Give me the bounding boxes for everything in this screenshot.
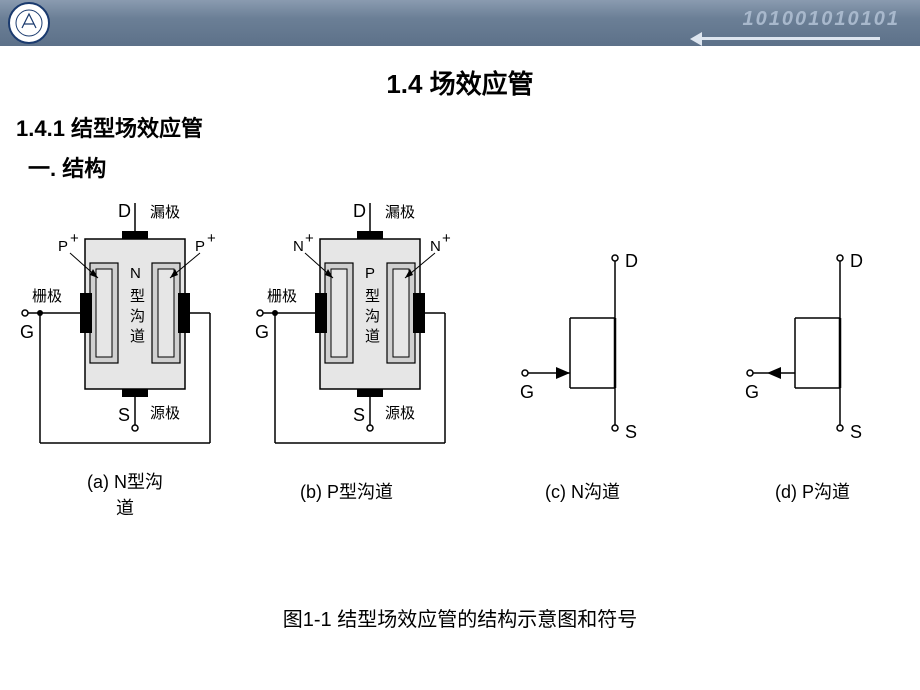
diagram-b: D 漏极 N + N + P 型 沟 道 栅极 G S 源极 [250, 193, 470, 453]
binary-pattern: 101001010101 [743, 8, 900, 31]
caption-d: (d) P沟道 [775, 478, 850, 504]
right-plus-a: + [207, 230, 216, 247]
caption-c: (c) N沟道 [545, 478, 620, 504]
svg-text:沟: 沟 [130, 308, 145, 325]
caption-b: (b) P型沟道 [300, 478, 393, 504]
main-title: 1.4 场效应管 [0, 64, 920, 101]
diagram-d: D G S [735, 243, 895, 443]
header-bar: 101001010101 [0, 0, 920, 46]
right-plus-b: + [442, 230, 451, 247]
left-region-a: P [58, 238, 68, 255]
svg-text:道: 道 [365, 328, 380, 345]
source-c: S [625, 422, 637, 442]
subsection-title: 1.4.1 结型场效应管 [16, 111, 920, 143]
gate-label-a: 栅极 [32, 288, 62, 305]
source-d: S [850, 422, 862, 442]
drain-label-b: 漏极 [385, 204, 415, 221]
drain-c: D [625, 251, 638, 271]
svg-text:沟: 沟 [365, 308, 380, 325]
drain-d: D [850, 251, 863, 271]
gate-letter-a: G [20, 322, 34, 342]
channel-p: P [365, 265, 375, 282]
svg-text:型: 型 [130, 288, 145, 305]
right-region-b: N [430, 238, 441, 255]
caption-a: (a) N型沟 道 [60, 468, 190, 520]
source-label-a: 源极 [150, 405, 180, 422]
diagram-area: D 漏极 P + P + N 型 沟 道 栅极 G [0, 193, 920, 553]
left-plus-a: + [70, 230, 79, 247]
drain-letter-b: D [353, 201, 366, 221]
logo-icon [8, 2, 50, 44]
diagram-a: D 漏极 P + P + N 型 沟 道 栅极 G [10, 193, 240, 473]
section-title: 一. 结构 [28, 151, 920, 183]
left-region-b: N [293, 238, 304, 255]
drain-letter-a: D [118, 201, 131, 221]
gate-label-b: 栅极 [267, 288, 297, 305]
gate-d: G [745, 382, 759, 402]
diagram-c: D G S [510, 243, 670, 443]
svg-text:道: 道 [130, 328, 145, 345]
figure-caption: 图1-1 结型场效应管的结构示意图和符号 [0, 603, 920, 632]
gate-letter-b: G [255, 322, 269, 342]
svg-text:型: 型 [365, 288, 380, 305]
channel-n: N [130, 265, 141, 282]
drain-label-a: 漏极 [150, 204, 180, 221]
source-letter-b: S [353, 405, 365, 425]
source-letter-a: S [118, 405, 130, 425]
gate-c: G [520, 382, 534, 402]
source-label-b: 源极 [385, 405, 415, 422]
header-arrow-icon [700, 37, 880, 40]
left-plus-b: + [305, 230, 314, 247]
right-region-a: P [195, 238, 205, 255]
